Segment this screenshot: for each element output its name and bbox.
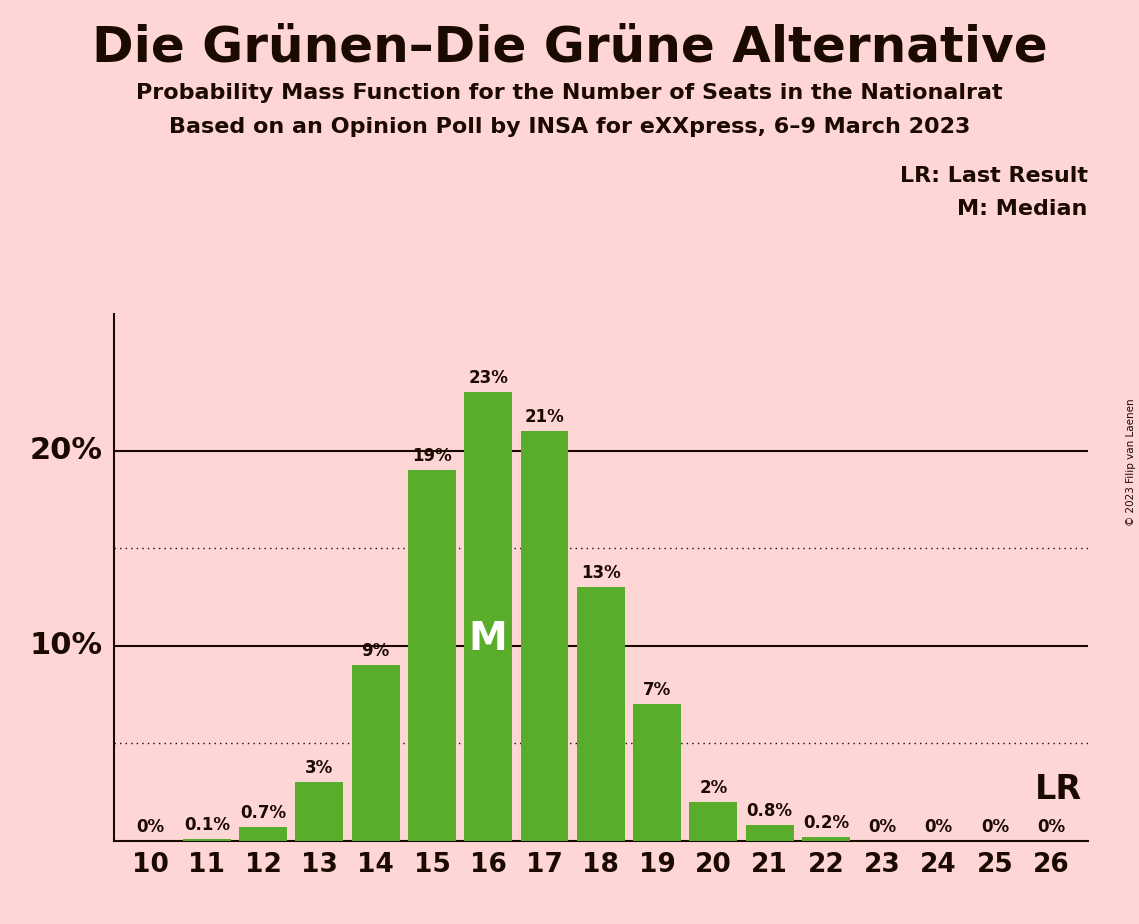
Text: 23%: 23% bbox=[468, 370, 508, 387]
Text: 2%: 2% bbox=[699, 779, 728, 796]
Text: LR: Last Result: LR: Last Result bbox=[900, 166, 1088, 187]
Text: M: M bbox=[469, 620, 508, 658]
Bar bbox=[576, 588, 625, 841]
Text: © 2023 Filip van Laenen: © 2023 Filip van Laenen bbox=[1126, 398, 1136, 526]
Bar bbox=[295, 783, 343, 841]
Text: 0.8%: 0.8% bbox=[747, 802, 793, 821]
Bar bbox=[408, 470, 456, 841]
Text: 13%: 13% bbox=[581, 565, 621, 582]
Text: 0%: 0% bbox=[925, 818, 952, 836]
Text: 0.2%: 0.2% bbox=[803, 814, 849, 832]
Text: 0%: 0% bbox=[1038, 818, 1065, 836]
Text: M: Median: M: Median bbox=[958, 199, 1088, 219]
Text: 20%: 20% bbox=[30, 436, 103, 465]
Text: Die Grünen–Die Grüne Alternative: Die Grünen–Die Grüne Alternative bbox=[91, 23, 1048, 71]
Bar bbox=[521, 432, 568, 841]
Text: 0%: 0% bbox=[981, 818, 1009, 836]
Text: 9%: 9% bbox=[361, 642, 390, 661]
Text: LR: LR bbox=[1035, 772, 1082, 806]
Text: 19%: 19% bbox=[412, 447, 452, 466]
Bar bbox=[465, 392, 513, 841]
Text: Based on an Opinion Poll by INSA for eXXpress, 6–9 March 2023: Based on an Opinion Poll by INSA for eXX… bbox=[169, 117, 970, 138]
Text: 0%: 0% bbox=[868, 818, 896, 836]
Bar bbox=[802, 837, 850, 841]
Text: 21%: 21% bbox=[525, 408, 565, 426]
Bar bbox=[689, 802, 737, 841]
Text: 7%: 7% bbox=[644, 681, 671, 699]
Bar bbox=[239, 827, 287, 841]
Bar bbox=[183, 839, 231, 841]
Text: 0.7%: 0.7% bbox=[240, 804, 286, 822]
Text: 3%: 3% bbox=[305, 760, 334, 777]
Bar bbox=[746, 825, 794, 841]
Text: 0%: 0% bbox=[137, 818, 164, 836]
Text: 0.1%: 0.1% bbox=[183, 816, 230, 834]
Bar bbox=[352, 665, 400, 841]
Bar bbox=[633, 704, 681, 841]
Text: 10%: 10% bbox=[30, 631, 103, 661]
Text: Probability Mass Function for the Number of Seats in the Nationalrat: Probability Mass Function for the Number… bbox=[137, 83, 1002, 103]
